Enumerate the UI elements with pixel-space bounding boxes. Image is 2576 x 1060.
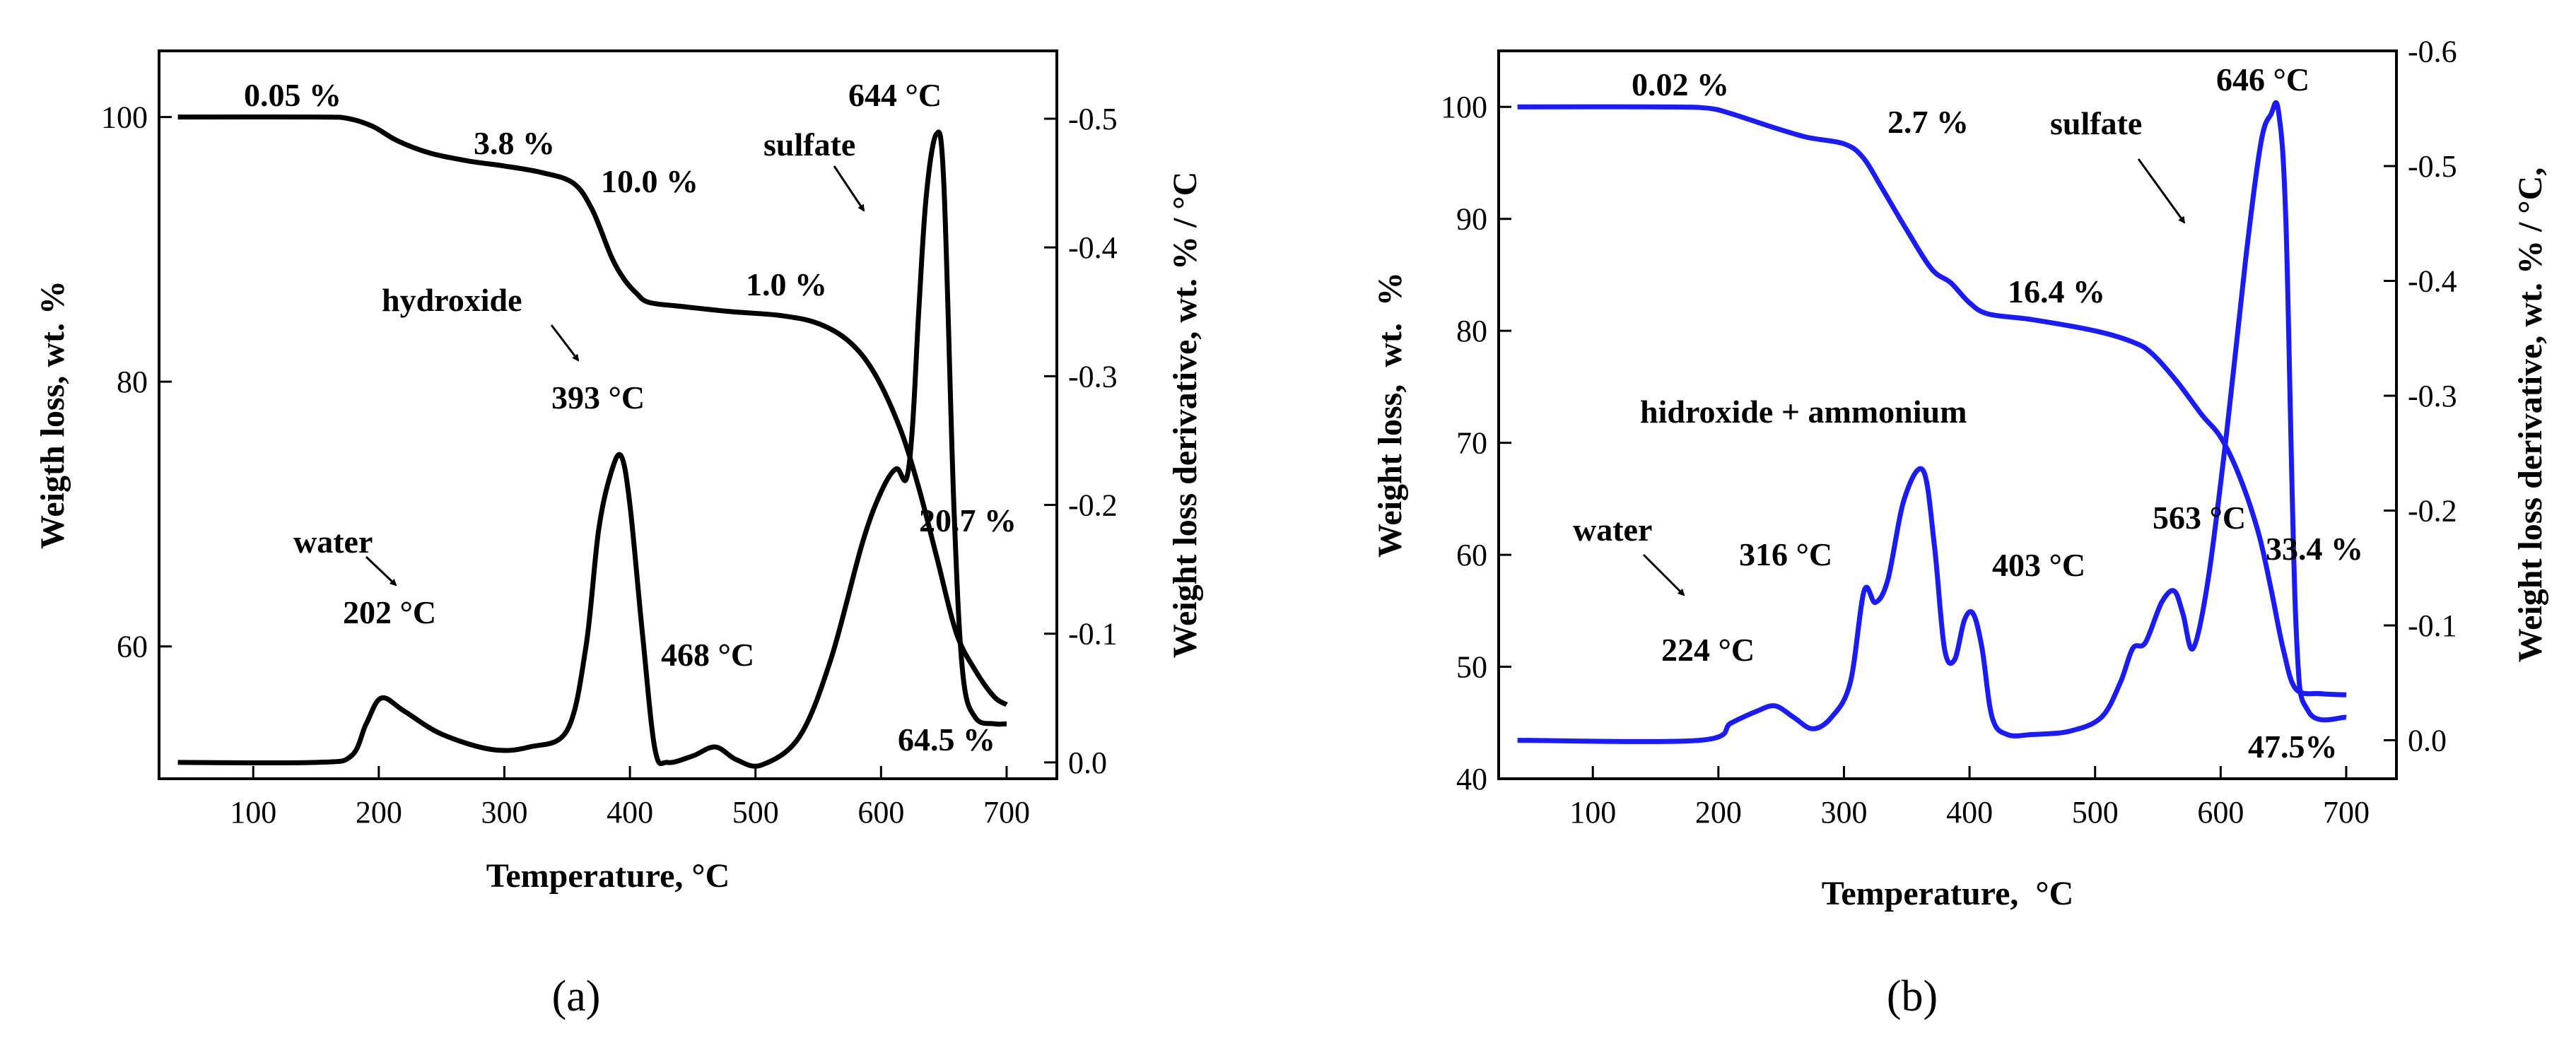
annotation-a11: 468 °C <box>661 637 754 673</box>
y2-tick-label-b: -0.1 <box>2408 608 2457 643</box>
annotation-b5: 16.4 % <box>2008 273 2105 310</box>
y2-tick-label-b: -0.2 <box>2408 494 2457 529</box>
x-tick-label-a: 500 <box>732 795 779 830</box>
plot-frame-b <box>1497 49 2398 780</box>
annotation-b12: 33.4 % <box>2266 531 2363 567</box>
annotation-b8: 316 °C <box>1739 536 1832 572</box>
annotation-a8: 393 °C <box>551 379 645 416</box>
y2-tick-label-b: -0.5 <box>2408 149 2457 184</box>
annotation-b9: 403 °C <box>1992 547 2085 583</box>
ticks-a: 100 200 300 400 500 600 700 60 80 100 0.0 -0.1 -0.2 -… <box>101 100 1118 830</box>
annotation-a12: 20.7 % <box>919 502 1017 538</box>
y2-tick-label-b: 0.0 <box>2408 724 2447 758</box>
derivative-curve-a <box>177 129 1007 769</box>
y2-tick-label-a: -0.1 <box>1068 617 1118 652</box>
y2-tick-label-b: -0.4 <box>2408 264 2457 299</box>
x-axis-title-b: Temperature, °C <box>1822 875 2073 912</box>
y-tick-label-a: 100 <box>101 100 148 135</box>
annotation-a3: 10.0 % <box>601 163 698 199</box>
annotation-a7: hydroxide <box>382 282 522 318</box>
x-tick-label-b: 500 <box>2072 795 2119 830</box>
annotation-a2: 3.8 % <box>474 125 555 161</box>
y-tick-label-b: 100 <box>1441 90 1487 124</box>
y-tick-label-b: 70 <box>1456 426 1487 461</box>
annotation-a13: 64.5 % <box>898 722 995 758</box>
x-tick-label-b: 400 <box>1946 795 1993 830</box>
y-tick-label-b: 80 <box>1456 314 1487 348</box>
y-tick-label-b: 60 <box>1456 538 1487 572</box>
x-tick-label-b: 300 <box>1820 795 1867 830</box>
derivative-curve-b <box>1517 100 2347 744</box>
weight-loss-curve-b <box>1517 104 2347 697</box>
y-tick-label-b: 40 <box>1456 762 1487 796</box>
panel-label-b: (b) <box>1887 972 1938 1020</box>
annotation-b7: water <box>1573 512 1652 548</box>
panel-label-a: (a) <box>552 972 601 1020</box>
y2-tick-label-b: -0.6 <box>2408 34 2457 69</box>
y2-tick-label-a: -0.3 <box>1068 359 1118 394</box>
y2-tick-label-a: -0.5 <box>1068 102 1118 136</box>
annotation-b4: 646 °C <box>2216 61 2309 98</box>
annotation-b6: hidroxide + ammonium <box>1640 394 1967 430</box>
y2-tick-label-b: -0.3 <box>2408 379 2457 413</box>
x-tick-label-a: 600 <box>857 795 904 830</box>
annotation-b3: sulfate <box>2050 105 2142 141</box>
x-tick-label-a: 200 <box>356 795 402 830</box>
y-tick-label-a: 80 <box>117 365 148 399</box>
annotation-b11: 224 °C <box>1661 632 1755 668</box>
annotation-a9: water <box>293 524 373 560</box>
annotation-a10: 202 °C <box>343 594 436 630</box>
annotation-b2: 2.7 % <box>1887 104 1969 140</box>
x-axis-title-a: Temperature, °C <box>486 857 730 895</box>
x-tick-label-b: 700 <box>2323 795 2370 830</box>
x-tick-label-a: 100 <box>230 795 276 830</box>
annotation-a5: sulfate <box>763 126 855 163</box>
y2-axis-title-a: Weight loss derivative, wt. % / °C <box>1166 172 1204 658</box>
annotation-b13: 47.5% <box>2248 729 2338 765</box>
y2-tick-label-a: -0.2 <box>1068 488 1118 523</box>
annotation-b1: 0.02 % <box>1632 66 1729 102</box>
annotation-b10: 563 °C <box>2153 500 2246 536</box>
panel-a: 100 200 300 400 500 600 700 60 80 100 0.0 -0.1 -0.2 -… <box>34 49 1204 1020</box>
arrow-water-a <box>365 555 397 587</box>
panel-b: 100 200 300 400 500 600 700 40 50 60 70 80 90 100 0.0 -… <box>1371 34 2549 1020</box>
ticks-b: 100 200 300 400 500 600 700 40 50 60 70 80 90 100 0.0 -… <box>1441 34 2457 830</box>
y-axis-title-a: Weigth loss, wt. % <box>34 281 71 549</box>
x-tick-label-a: 300 <box>481 795 527 830</box>
y-axis-title-b: Weight loss, wt. % <box>1371 272 1409 558</box>
x-tick-label-b: 600 <box>2197 795 2244 830</box>
y-tick-label-b: 90 <box>1456 202 1487 237</box>
arrow-sulfate-b <box>2137 158 2186 224</box>
x-tick-label-b: 100 <box>1569 795 1616 830</box>
weight-loss-curve-a <box>177 114 1008 707</box>
y2-tick-label-a: -0.4 <box>1068 230 1118 265</box>
y-tick-label-a: 60 <box>117 630 148 664</box>
annotation-a1: 0.05 % <box>244 77 341 113</box>
arrow-water-b <box>1642 553 1685 596</box>
x-tick-label-b: 200 <box>1695 795 1742 830</box>
y2-axis-title-b: Weight loss derivative, wt. % / °C, <box>2512 167 2549 662</box>
arrow-hydroxide-a <box>550 324 580 362</box>
x-tick-label-a: 700 <box>983 795 1030 830</box>
y-tick-label-b: 50 <box>1456 650 1487 685</box>
annotation-a6: 644 °C <box>848 77 942 113</box>
x-tick-label-a: 400 <box>607 795 653 830</box>
arrow-sulfate-a <box>833 165 865 212</box>
plot-frame-a <box>158 49 1058 780</box>
annotation-a4: 1.0 % <box>746 266 827 302</box>
y2-tick-label-a: 0.0 <box>1068 746 1107 780</box>
